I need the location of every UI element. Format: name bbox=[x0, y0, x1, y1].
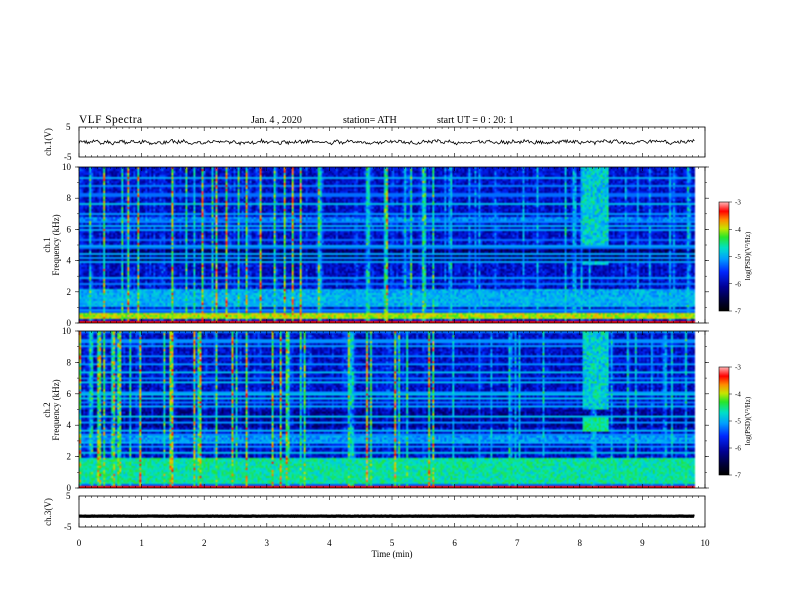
ch2-colorbar-image bbox=[719, 367, 729, 475]
ch1-ytick-bottom: -5 bbox=[64, 152, 72, 162]
ch1-colorbar: -3 -4 -5 -6 -7 log(PSD)(V²/Hz) bbox=[718, 199, 752, 316]
ch2-channel-label: ch.2 bbox=[42, 402, 52, 417]
ch3-waveform-xticks bbox=[78, 496, 706, 527]
y-tick-label: 4 bbox=[67, 256, 72, 266]
colorbar-tick-label: -5 bbox=[735, 418, 741, 426]
x-tick-label: 9 bbox=[640, 538, 645, 548]
ch1-waveform-ylabel: ch.1(V) bbox=[43, 128, 53, 156]
ch3-waveform-ylabel: ch.3(V) bbox=[43, 498, 53, 526]
y-tick-label: 10 bbox=[62, 162, 72, 172]
colorbar-tick-label: -7 bbox=[735, 308, 741, 316]
ch2-spectrogram-image bbox=[79, 331, 705, 488]
x-tick-label: 10 bbox=[701, 538, 711, 548]
ch1-waveform-panel: 5 -5 ch.1(V) bbox=[43, 122, 706, 162]
colorbar-tick-label: -6 bbox=[735, 445, 741, 453]
y-tick-label: 10 bbox=[62, 326, 72, 336]
figure-title: VLF Spectra bbox=[79, 114, 142, 126]
y-tick-label: 6 bbox=[67, 224, 72, 234]
colorbar-tick-label: -3 bbox=[735, 199, 741, 207]
ch3-waveform-frame bbox=[78, 495, 706, 528]
ch2-colorbar-ticks: -3 -4 -5 -6 -7 bbox=[729, 364, 741, 480]
colorbar-tick-label: -6 bbox=[735, 280, 741, 288]
x-tick-label: 5 bbox=[390, 538, 395, 548]
ch2-frequency-label: Frequency (kHz) bbox=[51, 379, 61, 440]
ch1-colorbar-ticks: -3 -4 -5 -6 -7 bbox=[729, 199, 741, 316]
y-tick-label: 0 bbox=[67, 483, 72, 493]
station-label: station= ATH bbox=[343, 115, 397, 126]
ch2-colorbar: -3 -4 -5 -6 -7 log(PSD)(V²/Hz) bbox=[718, 364, 752, 480]
x-tick-label: 4 bbox=[327, 538, 332, 548]
ch1-spectrogram-image bbox=[79, 167, 705, 323]
y-tick-label: 2 bbox=[67, 452, 72, 462]
ch1-channel-label: ch.1 bbox=[42, 237, 52, 252]
y-tick-label: 0 bbox=[67, 318, 72, 328]
y-tick-label: 6 bbox=[67, 389, 72, 399]
ch3-ytick-top: 5 bbox=[66, 491, 71, 501]
x-axis-label: Time (min) bbox=[372, 549, 413, 559]
ch1-colorbar-image bbox=[719, 202, 729, 311]
colorbar-tick-label: -7 bbox=[735, 472, 741, 480]
ch1-spectrogram-panel: 0 2 4 6 8 10 ch.1 Frequency (kHz) bbox=[42, 162, 709, 328]
x-tick-label: 6 bbox=[452, 538, 457, 548]
ch1-waveform-xticks bbox=[78, 127, 706, 157]
ch2-colorbar-label: log(PSD)(V²/Hz) bbox=[744, 396, 752, 445]
ch3-waveform-panel: 5 -5 ch.3(V) bbox=[43, 491, 706, 532]
ch2-spectrogram-panel: 0 2 4 6 8 10 ch.2 Frequency (kHz) bbox=[42, 326, 709, 493]
ch1-colorbar-label: log(PSD)(V²/Hz) bbox=[744, 231, 752, 280]
x-tick-label: 1 bbox=[139, 538, 144, 548]
start-ut-label: start UT = 0 : 20: 1 bbox=[437, 115, 514, 126]
date-label: Jan. 4 , 2020 bbox=[251, 115, 302, 126]
x-tick-label: 8 bbox=[578, 538, 583, 548]
x-tick-label: 0 bbox=[77, 538, 82, 548]
colorbar-tick-label: -3 bbox=[735, 364, 741, 372]
colorbar-tick-label: -4 bbox=[735, 391, 741, 399]
y-tick-label: 4 bbox=[67, 420, 72, 430]
x-tick-label: 7 bbox=[515, 538, 520, 548]
ch1-waveform-line bbox=[78, 138, 695, 146]
y-tick-label: 8 bbox=[67, 193, 72, 203]
ch3-ytick-bottom: -5 bbox=[64, 522, 72, 532]
ch1-ytick-top: 5 bbox=[66, 122, 71, 132]
colorbar-tick-label: -5 bbox=[735, 253, 741, 261]
ch1-spectrogram-ticks: 0 2 4 6 8 10 bbox=[62, 162, 709, 328]
ch2-spectrogram-ticks: 0 2 4 6 8 10 bbox=[62, 326, 709, 493]
y-tick-label: 2 bbox=[67, 287, 72, 297]
x-tick-label: 3 bbox=[265, 538, 270, 548]
x-axis-tick-labels: 0 1 2 3 4 5 6 7 8 9 10 bbox=[77, 538, 710, 548]
colorbar-tick-label: -4 bbox=[735, 226, 741, 234]
y-tick-label: 8 bbox=[67, 357, 72, 367]
ch1-frequency-label: Frequency (kHz) bbox=[51, 214, 61, 275]
x-tick-label: 2 bbox=[202, 538, 207, 548]
